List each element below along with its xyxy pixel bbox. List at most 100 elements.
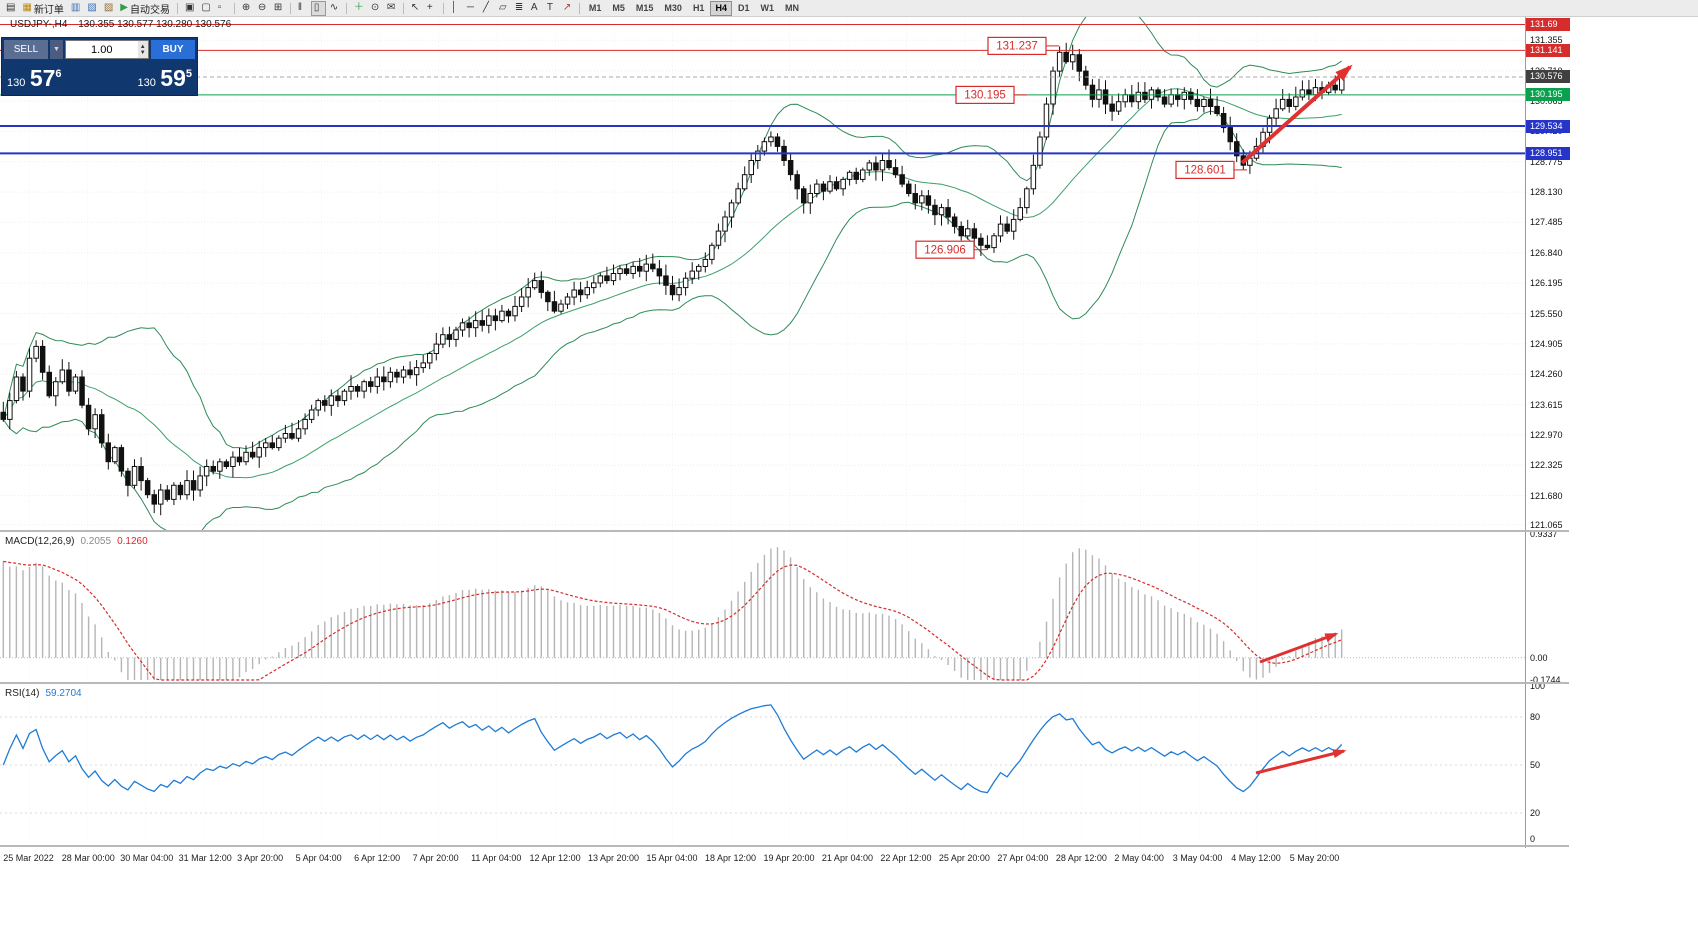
cascade-windows-button[interactable]: ▣ bbox=[182, 1, 197, 16]
buy-price-display[interactable]: 130 595 bbox=[137, 65, 192, 91]
tile-charts-icon: ⊞ bbox=[273, 2, 283, 13]
order-type-caret-icon[interactable]: ▼ bbox=[50, 40, 63, 59]
trendline-button[interactable]: ╱ bbox=[480, 1, 495, 16]
auto-trading-button-label: 自动交易 bbox=[129, 4, 170, 16]
price-tick-label: 123.615 bbox=[1530, 399, 1563, 410]
bear-candles bbox=[0, 51, 1338, 505]
buy-button[interactable]: BUY bbox=[151, 40, 195, 59]
vertical-line-button[interactable]: │ bbox=[448, 1, 463, 16]
svg-text:130.195: 130.195 bbox=[964, 90, 1006, 102]
text-button[interactable]: A bbox=[528, 1, 543, 16]
rsi-panel-svg[interactable] bbox=[0, 685, 1525, 845]
rsi-line bbox=[2, 704, 1343, 794]
time-tick-label: 25 Apr 20:00 bbox=[938, 853, 990, 863]
price-tick-label: 126.840 bbox=[1530, 247, 1563, 258]
price-axis[interactable]: 131.355130.710130.065129.420128.775128.1… bbox=[1525, 17, 1570, 848]
macd-histogram bbox=[2, 547, 1343, 680]
arrange-icons-icon: ▫ bbox=[217, 2, 222, 13]
volume-input[interactable] bbox=[66, 41, 138, 58]
price-callout[interactable]: 126.906 bbox=[915, 240, 987, 259]
price-axis-box: 130.195 bbox=[1526, 88, 1570, 102]
timeframe-d1-button[interactable]: D1 bbox=[733, 1, 755, 16]
toolbar-separator bbox=[176, 2, 178, 14]
channel-button[interactable]: ▱ bbox=[496, 1, 511, 16]
price-tick-label: 127.485 bbox=[1530, 217, 1563, 228]
data-window-button[interactable]: ▧ bbox=[84, 1, 99, 16]
timeframe-m30-button[interactable]: M30 bbox=[659, 1, 687, 16]
one-click-trade-panel: SELL ▼ ▲▼ BUY 130 576 130 595 bbox=[1, 37, 198, 96]
line-chart-icon: ∿ bbox=[329, 2, 339, 13]
timeframe-mn-button[interactable]: MN bbox=[780, 1, 804, 16]
panel-splitter[interactable] bbox=[0, 682, 1569, 684]
add-indicator-button[interactable]: ＋ bbox=[351, 1, 367, 16]
time-tick-label: 11 Apr 04:00 bbox=[471, 853, 522, 863]
line-chart-button[interactable]: ∿ bbox=[327, 1, 342, 16]
bar-chart-button[interactable]: ‖ bbox=[295, 1, 310, 16]
auto-trading-button[interactable]: ▶ 自动交易 bbox=[117, 1, 173, 16]
zoom-in-icon: ⊕ bbox=[241, 2, 251, 13]
crosshair-button[interactable]: + bbox=[424, 1, 439, 16]
channel-icon: ▱ bbox=[498, 2, 507, 13]
time-tick-label: 21 Apr 04:00 bbox=[821, 853, 873, 863]
market-watch-button[interactable]: ▥ bbox=[68, 1, 83, 16]
mail-button[interactable]: ✉ bbox=[384, 1, 399, 16]
time-tick-label: 31 Mar 12:00 bbox=[178, 853, 232, 863]
price-tick-label: 121.065 bbox=[1530, 519, 1563, 530]
bollinger-lower-band bbox=[2, 110, 1342, 530]
volume-down-icon[interactable]: ▼ bbox=[139, 49, 146, 56]
volume-stepper[interactable]: ▲ ▼ bbox=[137, 41, 148, 58]
rsi-axis-label: 50 bbox=[1530, 760, 1541, 770]
main-chart-svg[interactable]: 131.237 130.195 128.601 126.906 bbox=[0, 17, 1525, 530]
cursor-button[interactable]: ↖ bbox=[408, 1, 423, 16]
timeframe-w1-button[interactable]: W1 bbox=[755, 1, 779, 16]
price-tick-label: 122.325 bbox=[1530, 460, 1563, 471]
new-order-button[interactable]: ▦ 新订单 bbox=[19, 1, 66, 16]
time-tick-label: 28 Apr 12:00 bbox=[1055, 853, 1107, 863]
trade-panel-controls: SELL ▼ ▲▼ BUY bbox=[4, 40, 195, 59]
time-tick-label: 13 Apr 20:00 bbox=[588, 853, 640, 863]
zoom-out-button[interactable]: ⊖ bbox=[255, 1, 270, 16]
rsi-indicator-label: RSI(14) 59.2704 bbox=[5, 688, 82, 699]
fibonacci-button[interactable]: ≣ bbox=[512, 1, 527, 16]
panel-splitter[interactable] bbox=[0, 530, 1569, 532]
time-axis[interactable]: 25 Mar 2022 28 Mar 00:00 30 Mar 04:00 31 Ma… bbox=[0, 848, 1525, 870]
macd-axis-label: 0.9337 bbox=[1530, 529, 1558, 539]
price-callout[interactable]: 130.195 bbox=[955, 85, 1027, 105]
period-button[interactable]: ⊙ bbox=[368, 1, 383, 16]
timeframe-m15-button[interactable]: M15 bbox=[631, 1, 659, 16]
label-icon: T bbox=[546, 2, 553, 13]
arrange-icons-button[interactable]: ▫ bbox=[215, 1, 230, 16]
arrows-button[interactable]: ↗ bbox=[560, 1, 575, 16]
timeframe-m5-button[interactable]: M5 bbox=[607, 1, 630, 16]
sell-price-display[interactable]: 130 576 bbox=[7, 65, 62, 91]
price-tick-label: 125.550 bbox=[1530, 308, 1563, 319]
horizontal-line-button[interactable]: ─ bbox=[464, 1, 479, 16]
volume-up-icon[interactable]: ▲ bbox=[139, 43, 146, 50]
price-tick-label: 122.970 bbox=[1530, 429, 1563, 440]
bollinger-upper-band bbox=[2, 17, 1342, 450]
price-callout[interactable]: 128.601 bbox=[1175, 160, 1247, 179]
new-chart-icon: ▤ bbox=[6, 2, 16, 13]
panel-splitter[interactable] bbox=[0, 845, 1569, 847]
timeframe-h4-button[interactable]: H4 bbox=[710, 0, 732, 16]
macd-panel-svg[interactable] bbox=[0, 533, 1525, 681]
mail-icon: ✉ bbox=[386, 2, 396, 13]
candlestick-chart-icon: ▯ bbox=[313, 2, 320, 13]
new-chart-button[interactable]: ▤ bbox=[3, 1, 18, 16]
time-tick-label: 18 Apr 12:00 bbox=[704, 853, 757, 863]
price-tick-label: 121.680 bbox=[1530, 490, 1563, 501]
tile-charts-button[interactable]: ⊞ bbox=[271, 1, 286, 16]
candlestick-chart-button[interactable]: ▯ bbox=[310, 0, 326, 16]
sell-button[interactable]: SELL bbox=[4, 40, 48, 59]
price-axis-box: 131.69 bbox=[1526, 18, 1570, 32]
navigator-button[interactable]: ▨ bbox=[101, 1, 116, 16]
tile-windows-button[interactable]: ▢ bbox=[198, 1, 213, 16]
price-tick-label: 131.355 bbox=[1530, 35, 1563, 46]
svg-text:131.237: 131.237 bbox=[996, 41, 1038, 53]
timeframe-h1-button[interactable]: H1 bbox=[688, 1, 710, 16]
price-callout[interactable]: 131.237 bbox=[987, 36, 1059, 55]
time-tick-label: 12 Apr 12:00 bbox=[529, 853, 581, 863]
label-button[interactable]: T bbox=[544, 1, 559, 16]
zoom-in-button[interactable]: ⊕ bbox=[239, 1, 254, 16]
timeframe-m1-button[interactable]: M1 bbox=[584, 1, 607, 16]
